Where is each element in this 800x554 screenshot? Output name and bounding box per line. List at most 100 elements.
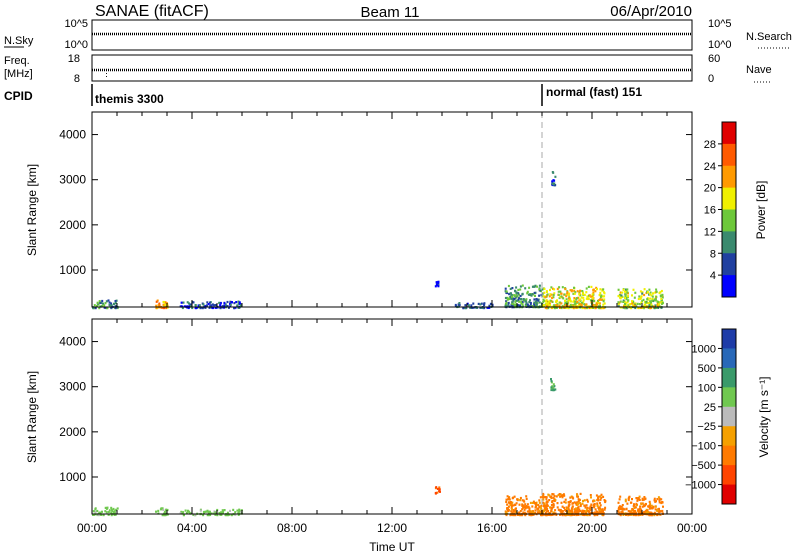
velocity-data-cell <box>561 514 564 517</box>
power-data-cell <box>624 307 627 310</box>
velocity-data-cell <box>505 498 508 501</box>
velocity-data-cell <box>584 506 587 509</box>
velocity-data-cell <box>107 510 110 514</box>
power-data-cell <box>529 301 532 305</box>
velocity-data-cell <box>523 508 526 511</box>
velocity-colorbar-cell <box>722 329 736 349</box>
velocity-data-cell <box>511 501 514 504</box>
velocity-data-cell <box>653 499 656 502</box>
velocity-data-cell <box>550 378 552 381</box>
power-data-cell <box>636 302 639 305</box>
velocity-data-cell <box>544 507 547 510</box>
power-data-cell <box>109 304 112 307</box>
velocity-data-cell <box>650 511 653 514</box>
power-data-cell <box>237 302 240 305</box>
velocity-data-cell <box>577 500 580 503</box>
velocity-data-cells <box>92 378 664 517</box>
velocity-colorbar-cell <box>722 426 736 447</box>
power-data-cell <box>104 306 107 309</box>
power-data-cell <box>567 294 570 297</box>
power-data-cell <box>622 300 625 303</box>
power-colorbar-label: Power [dB] <box>754 181 768 240</box>
velocity-data-cell <box>538 505 541 508</box>
velocity-data-cell <box>624 500 627 503</box>
power-data-cell <box>529 299 531 302</box>
power-data-cell <box>565 295 568 298</box>
power-data-cell <box>648 288 651 291</box>
power-data-cell <box>114 302 117 305</box>
power-data-cell <box>639 296 642 299</box>
power-data-cell <box>100 301 103 305</box>
velocity-colorbar-frame <box>721 328 737 505</box>
velocity-data-cell <box>646 511 649 514</box>
velocity-data-cell <box>661 509 664 513</box>
velocity-data-cell <box>547 513 550 516</box>
velocity-data-cell <box>550 496 553 500</box>
power-ytick-label: 3000 <box>59 173 86 187</box>
power-data-cell <box>211 303 214 306</box>
velocity-data-cell <box>620 505 623 508</box>
velocity-data-cell <box>112 511 115 514</box>
power-data-cell <box>625 296 628 299</box>
velocity-data-cell <box>507 505 510 508</box>
velocity-data-cell <box>626 502 629 505</box>
velocity-data-cell <box>585 510 588 513</box>
velocity-data-cell <box>512 509 515 512</box>
velocity-data-cell <box>220 511 222 514</box>
velocity-data-cell <box>617 510 620 513</box>
power-data-cell <box>592 291 595 294</box>
velocity-data-cell <box>104 506 107 509</box>
power-data-cell <box>651 295 654 298</box>
velocity-data-cell <box>160 507 163 510</box>
power-data-cell <box>576 306 579 309</box>
velocity-data-cell <box>618 498 621 501</box>
velocity-data-cell <box>640 502 643 506</box>
velocity-data-cell <box>636 499 639 502</box>
velocity-panel-frame <box>91 318 693 515</box>
power-data-cell <box>649 304 652 308</box>
power-data-cell <box>564 299 566 302</box>
velocity-data-cell <box>100 513 103 516</box>
power-data-cell <box>520 302 523 305</box>
freq-outlier-dots: ⋮ <box>102 68 111 78</box>
velocity-data-cell <box>155 510 157 513</box>
velocity-data-cell <box>562 493 565 496</box>
power-data-cell <box>599 288 602 291</box>
velocity-data-cell <box>438 488 441 491</box>
velocity-colorbar-cell <box>722 348 736 369</box>
velocity-colorbar-label: Velocity [m s⁻¹] <box>757 376 771 457</box>
velocity-data-cell <box>660 510 663 513</box>
velocity-data-cell <box>576 501 579 504</box>
power-data-cell <box>546 304 549 307</box>
power-data-cell <box>654 298 657 301</box>
velocity-data-cell <box>551 513 554 516</box>
power-data-cell <box>521 284 524 287</box>
power-data-cell <box>649 300 652 303</box>
velocity-data-cell <box>567 508 570 511</box>
velocity-colorbar-tick-label: −100 <box>691 441 716 453</box>
power-data-cell <box>517 288 520 291</box>
cpid-segment-themis: themis 3300 <box>95 92 164 106</box>
power-data-cell <box>580 296 583 299</box>
power-data-cell <box>648 304 651 307</box>
velocity-data-cell <box>549 513 552 517</box>
velocity-data-cell <box>552 496 555 499</box>
velocity-data-cell <box>636 497 639 500</box>
velocity-data-cell <box>552 505 555 508</box>
velocity-data-cell <box>521 514 523 517</box>
velocity-data-cell <box>113 513 116 516</box>
power-data-cell <box>211 306 214 309</box>
velocity-data-cell <box>621 508 624 511</box>
power-data-cell <box>640 295 643 298</box>
velocity-colorbar-tick-label: 1000 <box>692 343 716 355</box>
power-data-cell <box>641 300 644 303</box>
power-data-cell <box>574 300 577 303</box>
velocity-data-cell <box>619 514 622 517</box>
power-data-cell <box>569 299 572 302</box>
power-data-cell <box>511 287 514 290</box>
velocity-data-cell <box>658 511 661 514</box>
power-data-cell <box>165 306 168 310</box>
power-data-cell <box>579 294 582 297</box>
power-data-cell <box>509 292 512 295</box>
power-data-cell <box>547 302 550 305</box>
